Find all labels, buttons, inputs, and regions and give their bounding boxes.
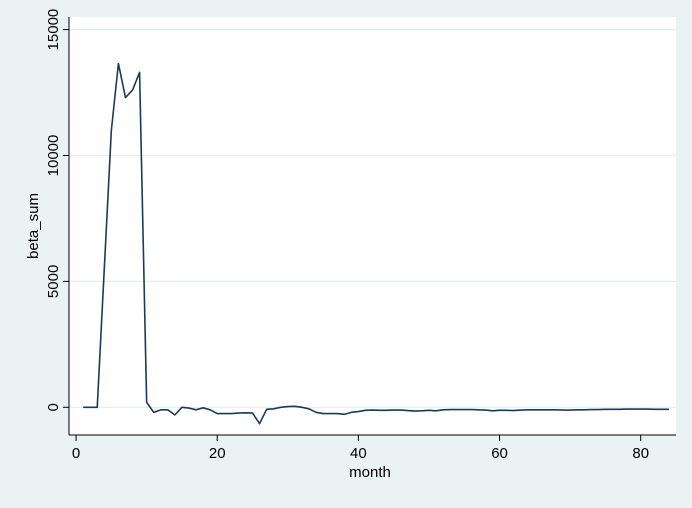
x-tick-labels: 0 20 40 60 80	[72, 445, 649, 462]
x-tick-label: 60	[491, 445, 508, 462]
x-tick-label: 0	[72, 445, 80, 462]
x-tick-label: 20	[209, 445, 226, 462]
y-axis-label: beta_sum	[25, 193, 42, 259]
x-tick-label: 40	[350, 445, 367, 462]
y-tick-label: 0	[45, 403, 62, 411]
grid-lines	[69, 28, 676, 408]
y-tick-label: 10000	[45, 135, 62, 177]
x-tick-label: 80	[632, 445, 649, 462]
axes	[63, 17, 676, 441]
y-tick-label: 5000	[45, 265, 62, 298]
y-tick-label: 15000	[45, 9, 62, 51]
x-axis-label: month	[349, 464, 391, 481]
plot-area	[69, 17, 676, 435]
y-tick-labels: 0 5000 10000 15000	[45, 9, 62, 412]
series-line	[83, 62, 669, 425]
